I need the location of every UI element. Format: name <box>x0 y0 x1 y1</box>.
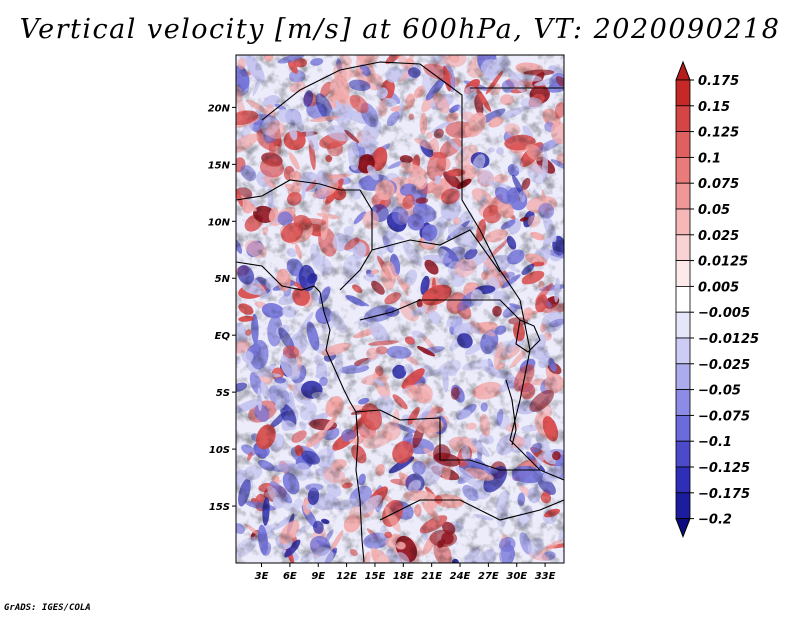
colorbar: 0.175 0.15 0.125 0.1 0.075 0.05 0.025 0.0125 0.0… <box>675 60 759 538</box>
lon-label: 15E <box>365 571 386 582</box>
lon-label: 12E <box>336 571 357 582</box>
chart-title: Vertical velocity [m/s] at 600hPa, VT: 2… <box>19 14 781 45</box>
lon-label: 27E <box>478 571 499 582</box>
colorbar-label: 0.0125 <box>698 255 748 270</box>
colorbar-swatch <box>675 105 691 133</box>
border-sahel <box>261 61 521 301</box>
colorbar-label: 0.125 <box>698 126 739 141</box>
colorbar-label: −0.125 <box>698 461 750 476</box>
colorbar-label: −0.025 <box>698 358 750 373</box>
colorbar-label: 0.05 <box>698 203 730 218</box>
colorbar-label: −0.075 <box>698 409 750 424</box>
border-lower <box>379 499 564 521</box>
colorbar-label: −0.2 <box>698 513 732 528</box>
country-borders <box>236 61 564 563</box>
lat-label: 10S <box>209 445 230 456</box>
map-frame <box>235 54 565 564</box>
colorbar-swatch <box>675 311 691 339</box>
border-west <box>236 179 360 201</box>
colorbar-swatch <box>675 389 691 416</box>
lat-label: 20N <box>208 103 231 114</box>
colorbar-label: 0.005 <box>698 280 739 295</box>
lake-tanganyika <box>505 379 517 446</box>
colorbar-label: 0.075 <box>698 177 739 192</box>
border-congo <box>359 299 521 321</box>
colorbar-swatch <box>675 440 691 468</box>
colorbar-swatch <box>675 414 691 442</box>
colorbar-swatch <box>675 492 691 519</box>
colorbar-label: −0.005 <box>698 306 750 321</box>
lon-label: 6E <box>283 571 297 582</box>
lon-label: 24E <box>450 571 471 582</box>
colorbar-swatch <box>675 337 691 365</box>
colorbar-swatch <box>675 208 691 236</box>
colorbar-label: 0.175 <box>698 74 739 89</box>
lat-label: 10N <box>208 217 231 228</box>
latitude-axis: 20N 15N 10N 5N EQ 5S 10S 15S <box>208 103 236 513</box>
colorbar-label: −0.1 <box>698 435 732 450</box>
colorbar-swatch <box>675 156 691 184</box>
lake-victoria <box>515 319 541 353</box>
colorbar-swatch <box>675 363 691 390</box>
lat-label: 15S <box>209 502 230 513</box>
colorbar-label: 0.1 <box>698 151 721 166</box>
colorbar-swatch <box>675 182 691 210</box>
lon-label: 3E <box>255 571 269 582</box>
velocity-field <box>236 55 564 563</box>
colorbar-swatch <box>675 285 691 313</box>
colorbar-swatch <box>675 260 691 287</box>
lat-label: 15N <box>208 160 231 171</box>
lon-label: 9E <box>311 571 325 582</box>
colorbar-swatch <box>675 131 691 158</box>
longitude-axis: 3E 6E 9E 12E 15E 18E 21E 24E 27E 30E 33E <box>255 563 556 582</box>
colorbar-label: −0.175 <box>698 487 750 502</box>
lon-label: 18E <box>393 571 414 582</box>
lat-label: EQ <box>215 331 231 342</box>
colorbar-swatch <box>675 79 691 107</box>
lon-label: 30E <box>506 571 527 582</box>
colorbar-arrow-bottom <box>675 518 691 538</box>
colorbar-label: −0.05 <box>698 384 741 399</box>
border-central <box>371 229 501 273</box>
lon-label: 21E <box>421 571 442 582</box>
border-south <box>355 409 564 481</box>
colorbar-arrow-top <box>675 60 691 81</box>
colorbar-swatch <box>675 466 691 494</box>
colorbar-swatch <box>675 234 691 262</box>
coastline <box>236 261 365 563</box>
lat-label: 5S <box>216 388 230 399</box>
colorbar-label: −0.0125 <box>698 332 759 347</box>
colorbar-label: 0.15 <box>698 100 730 115</box>
border-east <box>509 299 541 471</box>
lon-label: 33E <box>535 571 556 582</box>
colorbar-label: 0.025 <box>698 229 739 244</box>
grads-credit: GrADS: IGES/COLA <box>4 603 91 613</box>
lat-label: 5N <box>215 274 231 285</box>
